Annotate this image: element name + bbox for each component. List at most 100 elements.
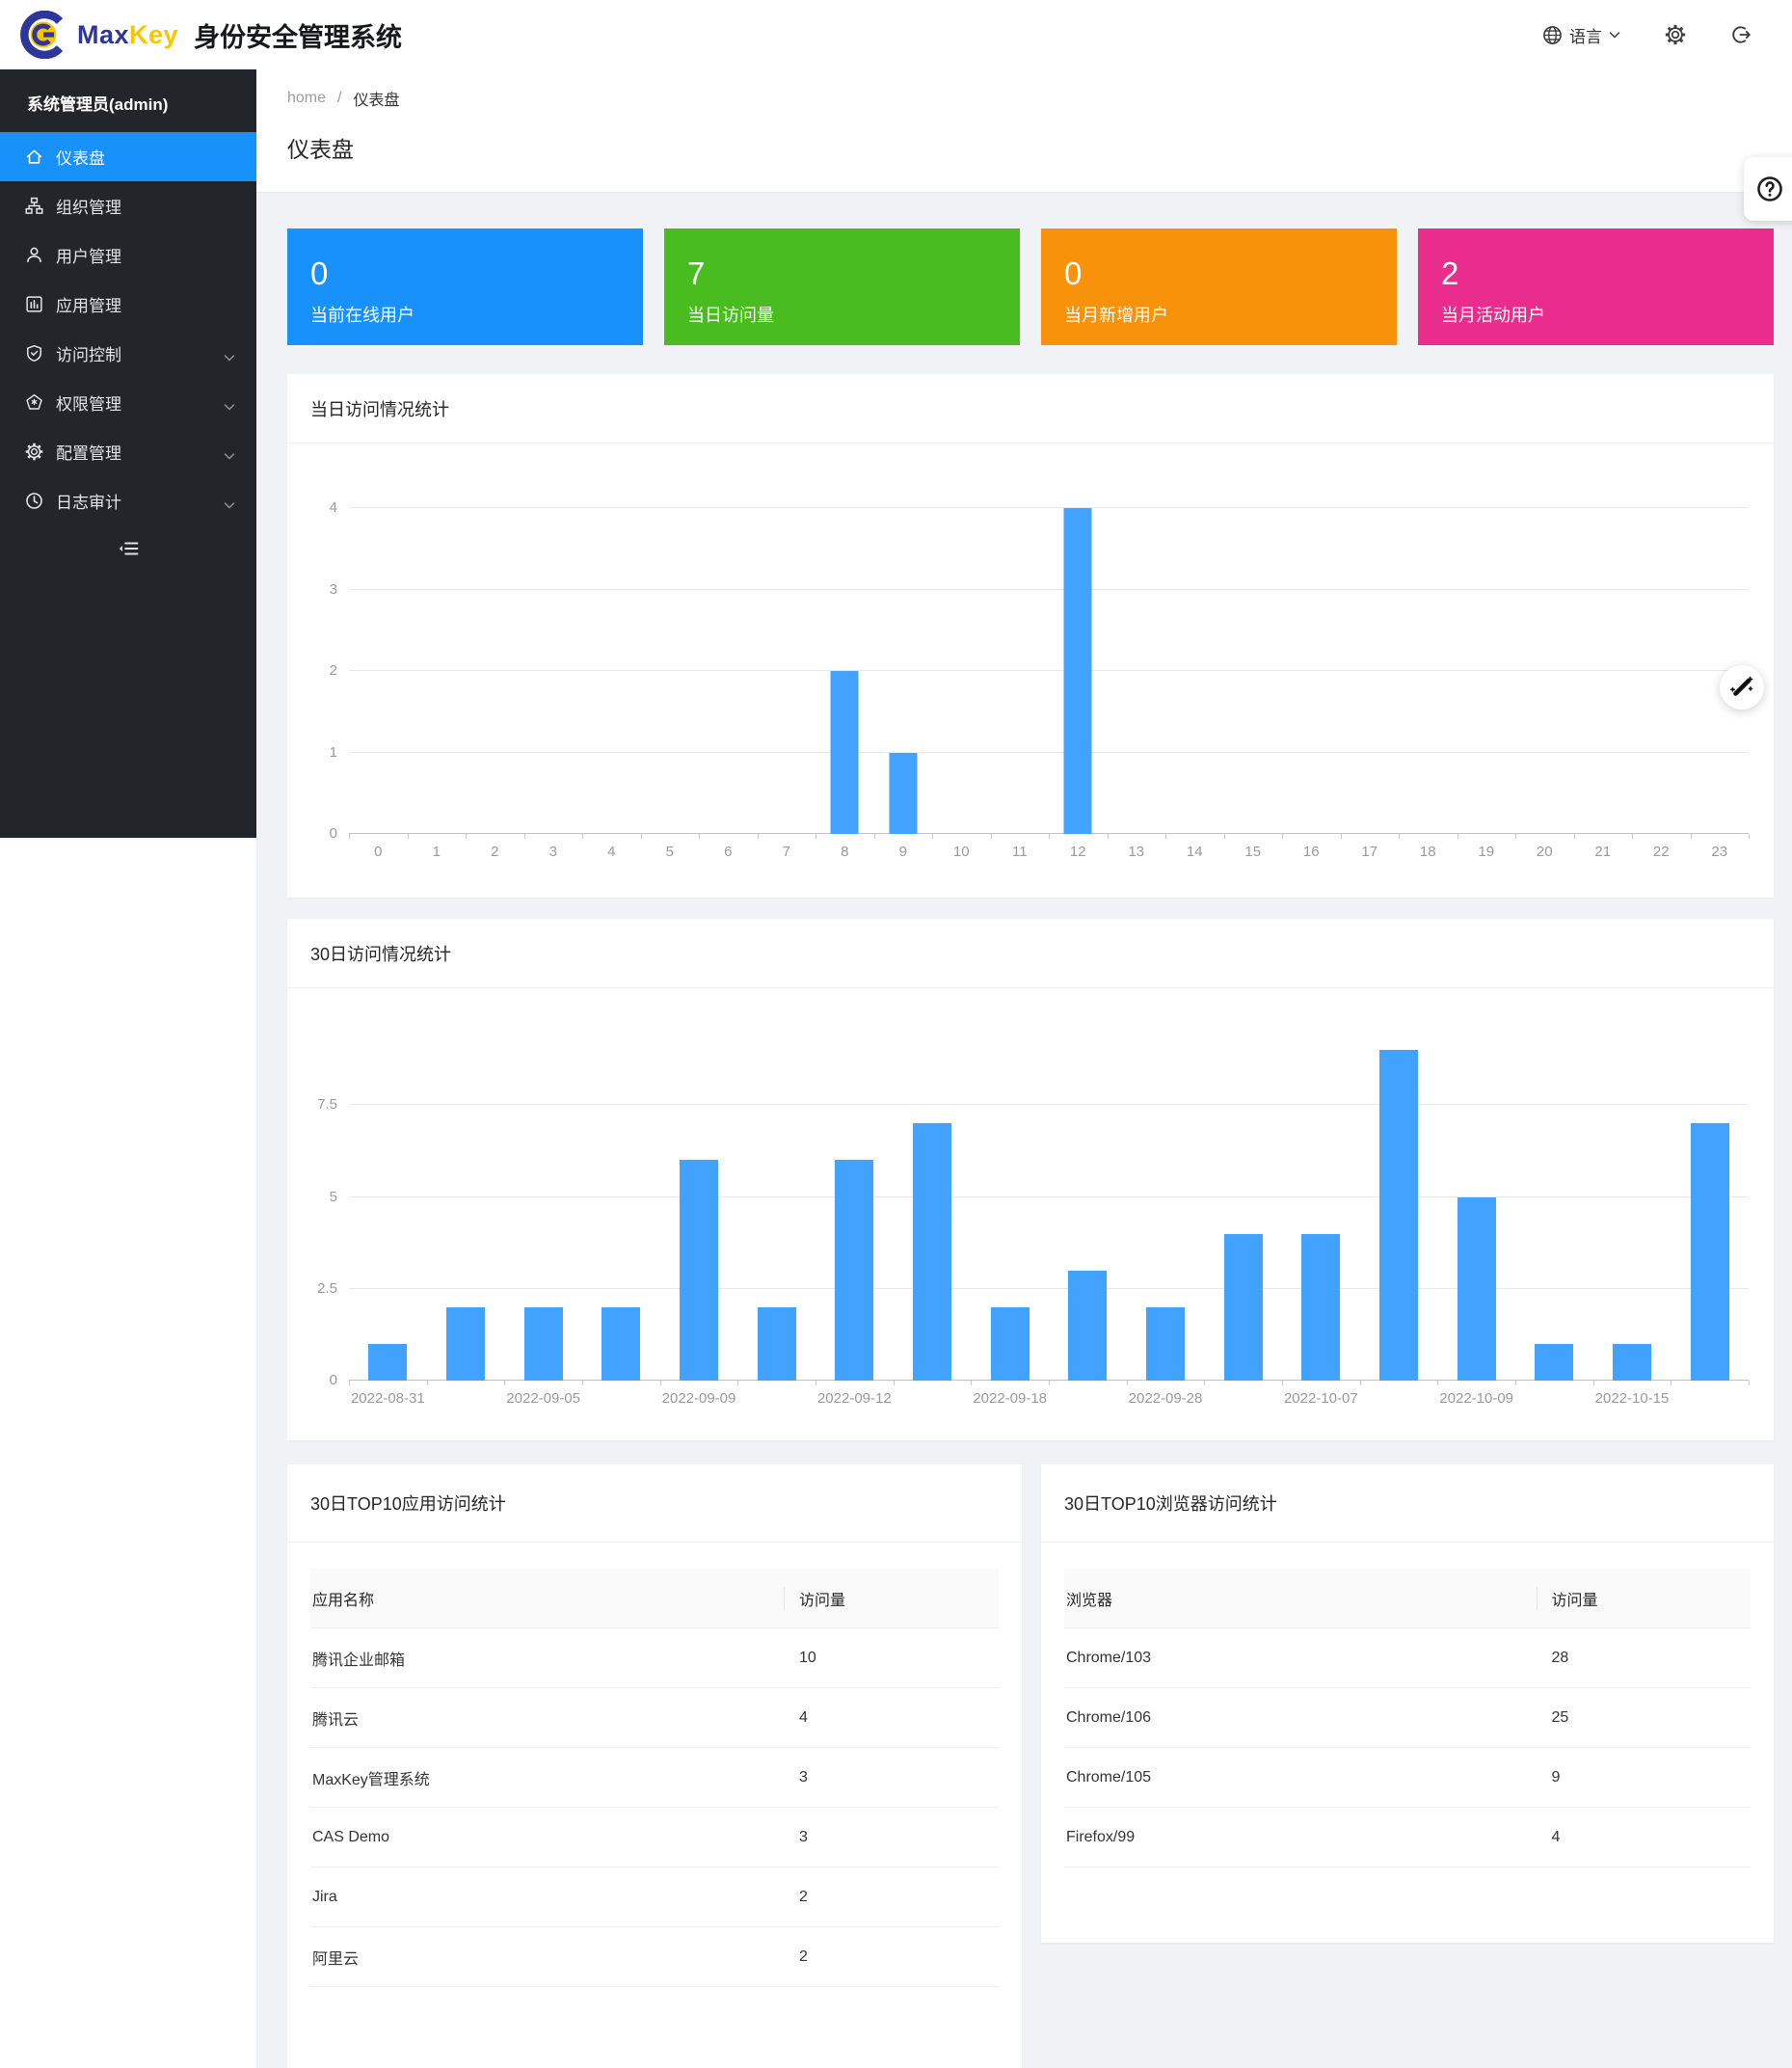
card-header: 30日访问情况统计 [287,919,1774,988]
x-axis-tick-label: 18 [1419,844,1436,860]
top-browsers-table: 浏览器 访问量 Chrome/103 28 Chrome/106 25 Chrome… [1064,1569,1751,1867]
bar [913,1123,951,1381]
y-axis-tick-label: 2.5 [317,1279,337,1297]
app-title: 身份安全管理系统 [194,22,403,52]
language-dropdown[interactable]: 语言 [1542,23,1620,47]
theme-wand-floating-button[interactable] [1720,665,1764,710]
visits-cell: 4 [798,1708,808,1726]
card-header: 30日TOP10应用访问统计 [287,1464,1022,1543]
browser-cell: Chrome/103 [1066,1649,1152,1666]
shield-icon [25,344,43,363]
x-axis-tick-label: 2 [491,844,499,860]
x-axis-tick [407,834,409,839]
breadcrumb-home-link[interactable]: home [287,90,327,106]
help-floating-button[interactable] [1744,157,1792,221]
x-axis-tick-label: 6 [724,844,733,860]
stat-label: 当日访问量 [687,306,774,325]
sidebar-item-audit-logs[interactable]: 日志审计 [0,476,256,525]
visits-cell: 25 [1551,1708,1569,1726]
sidebar-item-label: 仪表盘 [56,149,105,168]
y-axis-tick-label: 0 [329,825,337,842]
x-axis-tick [426,1381,428,1385]
stat-label: 当月新增用户 [1064,306,1168,325]
x-axis-tick [659,1381,661,1385]
settings-gear-button[interactable] [1665,24,1686,45]
sidebar-collapse-button[interactable] [0,539,256,563]
table-row: Jira 2 [310,1867,999,1927]
sidebar-item-dashboard[interactable]: 仪表盘 [0,132,256,181]
x-axis-tick-label: 0 [374,844,383,860]
monthly-visits-chart: 0 2.5 5 7.5 2022-08-31 2022-09-05 2022-09-09 20… [287,988,1774,1440]
stat-card-monthly-new-users: 0 当月新增用户 [1041,228,1397,345]
x-axis-tick [1749,834,1750,839]
logout-button[interactable] [1730,24,1752,45]
question-icon [1755,175,1784,203]
card-header: 当日访问情况统计 [287,374,1774,443]
chart-title: 30日访问情况统计 [310,944,452,964]
brand-key: Key [129,19,179,49]
brand: MaxKey 身份安全管理系统 [0,11,402,59]
x-axis-tick [1165,834,1166,839]
x-axis-tick-label: 20 [1536,844,1553,860]
x-axis-tick [1282,834,1283,839]
monthly-visits-chart-card: 30日访问情况统计 0 2.5 5 7.5 2022-08-31 2022-09-05 20… [287,919,1774,1440]
sidebar-item-permissions[interactable]: 权限管理 [0,378,256,427]
visits-cell: 4 [1551,1828,1561,1845]
chevron-down-icon [224,397,235,410]
sidebar-item-users[interactable]: 用户管理 [0,230,256,280]
x-axis-tick-label: 2022-10-15 [1594,1390,1670,1407]
x-axis-tick-label: 3 [548,844,557,860]
table-row: CAS Demo 3 [310,1808,999,1867]
sidebar-item-access-control[interactable]: 访问控制 [0,329,256,378]
table-header-row: 浏览器 访问量 [1064,1569,1751,1628]
x-axis-tick-label: 5 [665,844,674,860]
visits-cell: 3 [798,1828,808,1845]
bar [602,1306,641,1381]
maxkey-logo-icon [19,11,67,59]
x-axis-tick-label: 2022-09-28 [1128,1390,1203,1407]
table-row: Firefox/99 4 [1064,1808,1751,1867]
x-axis-tick [737,1381,739,1385]
gear-icon [25,443,43,461]
x-axis-tick [1632,834,1633,839]
bar [1146,1306,1185,1381]
sidebar-item-organizations[interactable]: 组织管理 [0,181,256,230]
chevron-down-icon [1609,30,1620,40]
visits-cell: 2 [798,1888,808,1905]
app-name-cell: 阿里云 [312,1950,360,1968]
bar [1535,1343,1574,1381]
sidebar-item-applications[interactable]: 应用管理 [0,280,256,329]
table-row: Chrome/106 25 [1064,1688,1751,1748]
dashboard-content: 0 当前在线用户 7 当日访问量 0 当月新增用户 2 当月活动用户 [256,193,1792,2068]
x-axis-tick [1690,834,1692,839]
chevron-down-icon [224,496,235,508]
x-axis-tick [1126,1381,1128,1385]
home-icon [25,148,43,166]
x-axis-tick [466,834,467,839]
x-axis-tick [1671,1381,1672,1385]
y-axis-tick-label: 1 [329,743,337,761]
x-axis-tick-label: 4 [607,844,616,860]
x-axis-tick-label: 19 [1478,844,1495,860]
x-axis-tick-label: 2022-09-05 [506,1390,581,1407]
page-title: 仪表盘 [287,137,354,162]
x-axis-tick-label: 2022-10-09 [1439,1390,1514,1407]
table-row: 腾讯企业邮箱 10 [310,1628,999,1688]
daily-visits-chart: 0 1 2 3 4 0 1 2 3 4 5 6 7 8 9 10 11 12 13 14 15 16 17 18 19 20 21 2… [287,443,1774,898]
column-header: 应用名称 [312,1592,375,1609]
bar [1063,508,1092,834]
bar [368,1343,408,1381]
app-name-cell: 腾讯云 [312,1711,360,1729]
globe-icon [1542,25,1563,45]
sidebar-item-configuration[interactable]: 配置管理 [0,427,256,476]
x-axis-tick [1399,834,1400,839]
bar [1613,1343,1651,1381]
x-axis-tick-label: 12 [1069,844,1086,860]
y-axis-tick-label: 0 [329,1372,337,1388]
gridline [349,670,1749,671]
x-axis-tick [1107,834,1109,839]
x-axis-tick-label: 13 [1128,844,1145,860]
app-name-cell: 腾讯企业邮箱 [312,1652,406,1669]
x-axis-tick [1340,834,1342,839]
bar [1690,1123,1729,1381]
